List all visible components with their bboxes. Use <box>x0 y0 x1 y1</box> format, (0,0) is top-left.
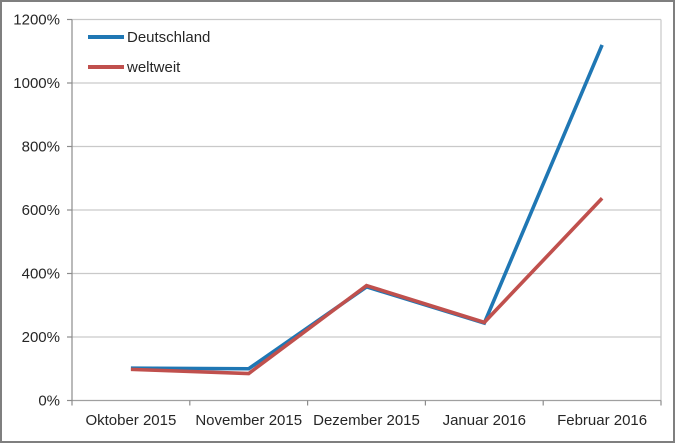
series-line-deutschland <box>130 44 604 371</box>
series-line-weltweit <box>130 197 604 376</box>
legend-line-sample-weltweit <box>88 65 124 69</box>
y-axis-label: 200% <box>22 329 60 346</box>
x-axis-label: Oktober 2015 <box>85 412 176 429</box>
legend-item-deutschland: Deutschland <box>88 22 210 52</box>
legend-item-weltweit: weltweit <box>88 52 210 82</box>
y-axis-label: 400% <box>22 266 60 283</box>
y-axis-label: 1200% <box>13 12 60 29</box>
y-axis-label: 800% <box>22 139 60 156</box>
y-axis-label: 600% <box>22 202 60 219</box>
y-axis-label: 1000% <box>13 75 60 92</box>
x-axis-label: November 2015 <box>195 412 302 429</box>
y-axis-label: 0% <box>38 393 60 410</box>
legend-line-sample-deutschland <box>88 35 124 39</box>
legend-label-weltweit: weltweit <box>127 58 181 76</box>
legend-label-deutschland: Deutschland <box>127 28 211 46</box>
legend: Deutschland weltweit <box>88 22 210 82</box>
x-axis-label: Dezember 2015 <box>313 412 420 429</box>
x-axis-label: Januar 2016 <box>443 412 526 429</box>
x-axis-label: Februar 2016 <box>557 412 647 429</box>
